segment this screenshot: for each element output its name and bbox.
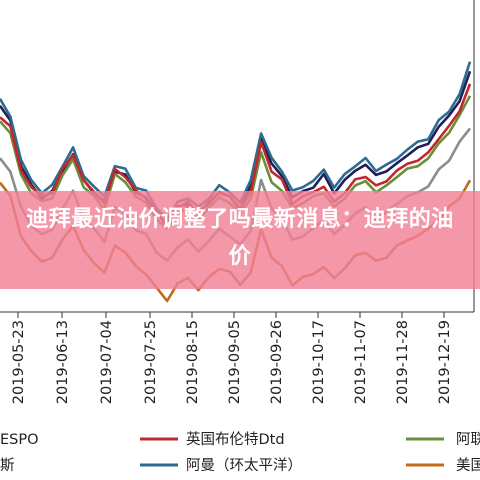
x-tick-label: 2019-05-23 [11, 320, 27, 404]
legend: ESPO 英国布伦特Dtd 阿联斯 阿曼（环太平洋） 美国 [0, 430, 480, 474]
x-tick-label: 2019-12-19 [437, 320, 453, 404]
x-tick-label: 2019-06-13 [55, 320, 71, 404]
x-tick-label: 2019-07-04 [99, 320, 115, 404]
x-axis: 2019-05-23 2019-06-13 2019-07-04 2019-07-25… [11, 312, 453, 404]
legend-label: 斯 [0, 457, 15, 474]
legend-label: ESPO [0, 432, 39, 448]
legend-label: 阿曼（环太平洋） [186, 457, 302, 474]
headline-banner: 迪拜最近油价调整了吗最新消息：迪拜的油价 [0, 191, 480, 289]
legend-label: 美国 [456, 457, 480, 474]
x-tick-label: 2019-09-26 [269, 320, 285, 404]
x-tick-label: 2019-11-07 [353, 320, 369, 404]
legend-label: 英国布伦特Dtd [186, 430, 285, 448]
x-tick-label: 2019-07-25 [143, 320, 159, 404]
x-tick-label: 2019-08-15 [185, 320, 201, 404]
headline-text: 迪拜最近油价调整了吗最新消息：迪拜的油价 [26, 207, 454, 269]
x-tick-label: 2019-10-17 [311, 320, 327, 404]
legend-label: 阿联 [456, 431, 480, 448]
x-tick-label: 2019-11-28 [395, 320, 411, 404]
x-tick-label: 2019-09-05 [227, 320, 243, 404]
